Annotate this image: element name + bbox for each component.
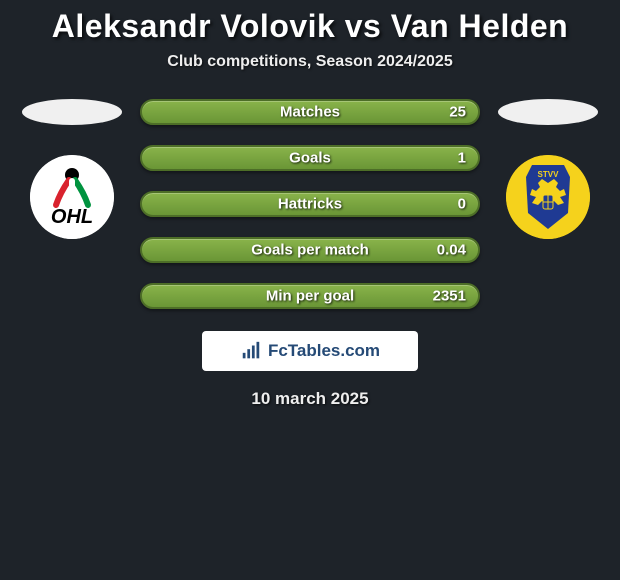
stat-row-hattricks: Hattricks 0 xyxy=(140,191,480,217)
stat-row-min-per-goal: Min per goal 2351 xyxy=(140,283,480,309)
stat-label: Goals xyxy=(142,150,478,167)
stat-row-goals: Goals 1 xyxy=(140,145,480,171)
right-player-column: STVV xyxy=(498,99,598,239)
bar-chart-icon xyxy=(240,340,262,362)
left-player-photo-placeholder xyxy=(22,99,122,125)
stat-right-value: 0 xyxy=(458,196,466,213)
ohl-club-icon: OHL xyxy=(30,155,114,239)
svg-text:OHL: OHL xyxy=(51,206,93,228)
stats-column: Matches 25 Goals 1 Hattricks 0 Goals per… xyxy=(140,99,480,309)
stat-right-value: 0.04 xyxy=(437,242,466,259)
stat-label: Min per goal xyxy=(142,288,478,305)
stat-label: Goals per match xyxy=(142,242,478,259)
stat-label: Matches xyxy=(142,104,478,121)
page-title: Aleksandr Volovik vs Van Helden xyxy=(0,8,620,45)
right-club-badge: STVV xyxy=(506,155,590,239)
page-subtitle: Club competitions, Season 2024/2025 xyxy=(0,53,620,71)
stat-label: Hattricks xyxy=(142,196,478,213)
main-row: OHL Matches 25 Goals 1 Hattricks 0 xyxy=(0,99,620,309)
stat-row-matches: Matches 25 xyxy=(140,99,480,125)
brand-text: FcTables.com xyxy=(268,341,380,361)
stvv-club-icon: STVV xyxy=(506,155,590,239)
stat-right-value: 25 xyxy=(449,104,466,121)
comparison-card: Aleksandr Volovik vs Van Helden Club com… xyxy=(0,0,620,409)
left-club-badge: OHL xyxy=(30,155,114,239)
stat-row-goals-per-match: Goals per match 0.04 xyxy=(140,237,480,263)
svg-text:STVV: STVV xyxy=(538,170,560,179)
footer-date: 10 march 2025 xyxy=(0,389,620,409)
stat-right-value: 1 xyxy=(458,150,466,167)
left-player-column: OHL xyxy=(22,99,122,239)
right-player-photo-placeholder xyxy=(498,99,598,125)
stat-right-value: 2351 xyxy=(433,288,466,305)
brand-link[interactable]: FcTables.com xyxy=(202,331,418,371)
